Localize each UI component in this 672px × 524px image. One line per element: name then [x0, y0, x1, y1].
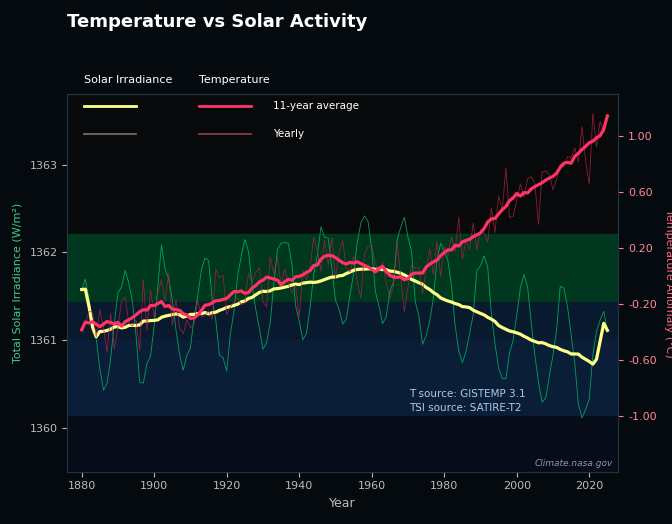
Bar [67, 302, 618, 415]
Bar [67, 234, 618, 302]
Bar [67, 340, 618, 415]
Text: Yearly: Yearly [273, 129, 304, 139]
X-axis label: Year: Year [329, 497, 356, 510]
Y-axis label: Temperature Anomaly (°C): Temperature Anomaly (°C) [664, 209, 672, 357]
Y-axis label: Total Solar Irradiance (W/m²): Total Solar Irradiance (W/m²) [12, 203, 22, 363]
Text: Solar Irradiance: Solar Irradiance [85, 75, 173, 85]
Bar [67, 94, 618, 234]
Text: 11-year average: 11-year average [273, 101, 359, 111]
Text: T source: GISTEMP 3.1
TSI source: SATIRE-T2: T source: GISTEMP 3.1 TSI source: SATIRE… [409, 389, 526, 413]
Text: Climate.nasa.gov: Climate.nasa.gov [534, 459, 613, 468]
Text: Temperature vs Solar Activity: Temperature vs Solar Activity [67, 14, 368, 31]
Bar [67, 415, 618, 472]
Text: Temperature: Temperature [199, 75, 269, 85]
